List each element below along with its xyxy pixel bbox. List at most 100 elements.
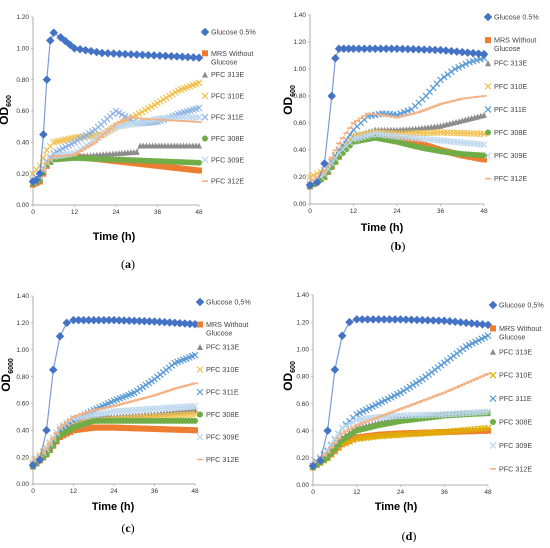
data-point xyxy=(385,431,391,438)
data-point xyxy=(407,430,414,437)
data-point xyxy=(439,316,449,326)
data-point xyxy=(163,426,170,433)
legend-item: PFC 312E xyxy=(490,464,532,473)
data-point xyxy=(126,425,133,432)
data-point xyxy=(173,426,180,433)
y-axis-label: OD600 xyxy=(281,361,297,391)
data-point xyxy=(463,48,473,57)
series-glucose-0-5- xyxy=(308,315,493,471)
legend-marker xyxy=(489,371,497,379)
data-point xyxy=(378,431,385,438)
data-point xyxy=(403,137,410,144)
series-pfc-312e xyxy=(310,372,491,466)
data-point xyxy=(409,139,416,146)
data-point xyxy=(182,426,189,433)
data-point xyxy=(45,36,55,45)
y-tick-label: 0.60 xyxy=(296,401,309,408)
data-point xyxy=(55,331,65,341)
legend-marker xyxy=(485,129,491,136)
series-pfc-309e xyxy=(306,130,488,188)
legend-marker xyxy=(490,419,496,425)
data-point xyxy=(103,48,113,58)
legend-item: PFC 311E xyxy=(196,388,239,397)
data-point xyxy=(421,142,428,149)
legend-item: Glucose 0.5% xyxy=(483,13,539,22)
data-point xyxy=(151,425,158,432)
data-point xyxy=(192,407,198,414)
data-point xyxy=(381,431,388,438)
y-tick-label: 0.20 xyxy=(16,454,29,461)
data-point xyxy=(400,137,407,144)
legend-item: PFC 311E xyxy=(484,105,527,114)
legend-label: PFC 310E xyxy=(211,91,244,100)
legend-label: PFC 309E xyxy=(499,441,532,450)
data-point xyxy=(331,154,339,162)
data-point xyxy=(192,417,198,424)
legend-label: PFC 310E xyxy=(499,371,532,380)
legend-marker xyxy=(488,300,498,310)
data-point xyxy=(132,425,139,432)
data-point xyxy=(48,365,58,375)
legend-label: MRS Without Glucose xyxy=(494,36,536,54)
data-point xyxy=(126,49,136,59)
data-point xyxy=(372,432,379,439)
data-point xyxy=(97,48,107,58)
data-point xyxy=(129,425,136,432)
y-tick-label: 1.20 xyxy=(293,39,306,46)
y-tick-label: 0.00 xyxy=(293,201,306,208)
legend-marker xyxy=(485,37,491,44)
legend-label: PFC 311E xyxy=(211,113,244,122)
data-point xyxy=(123,425,130,432)
legend-label: PFC 312E xyxy=(206,455,239,464)
data-point xyxy=(388,431,395,438)
chart-panel-b: 0.00 0.20 0.40 0.60 0.80 1.00 1.20 1.40 0 12 24 36 4… xyxy=(281,12,539,253)
data-point xyxy=(403,385,411,393)
legend-item: PFC 313E xyxy=(202,70,244,79)
legend-item: PFC 312E xyxy=(197,455,239,464)
data-point xyxy=(75,44,85,54)
data-point xyxy=(142,425,149,432)
data-point xyxy=(173,165,180,172)
data-point xyxy=(120,424,127,431)
y-tick-label: 1.40 xyxy=(16,293,29,300)
data-point xyxy=(484,408,492,416)
data-point xyxy=(195,113,203,121)
data-point xyxy=(189,166,196,173)
data-point xyxy=(120,49,130,59)
legend-item: PFC 311E xyxy=(489,394,532,403)
chart-panel-a: 0.00 0.20 0.40 0.60 0.80 1.00 1.20 0 12 24 36 48 OD6… xyxy=(0,14,256,271)
x-axis-label: Time (h) xyxy=(93,231,136,243)
x-tick-label: 12 xyxy=(70,488,78,495)
data-point xyxy=(397,389,404,397)
data-point xyxy=(447,68,455,76)
y-tick-label: 1.00 xyxy=(16,46,29,53)
series-pfc-312e xyxy=(307,95,487,184)
legend-marker xyxy=(202,135,208,142)
legend-label: PFC 311E xyxy=(206,388,239,397)
data-point xyxy=(461,428,468,435)
x-tick-label: 36 xyxy=(151,488,159,495)
data-point xyxy=(196,167,202,174)
y-tick-label: 0.00 xyxy=(16,481,29,488)
x-tick-label: 0 xyxy=(31,209,35,216)
data-point xyxy=(369,432,376,439)
data-point xyxy=(412,139,419,146)
series-pfc-312e xyxy=(30,116,202,183)
panel-label: (c) xyxy=(121,521,134,535)
legend-marker xyxy=(197,344,203,350)
data-point xyxy=(141,161,148,168)
data-point xyxy=(375,431,382,438)
legend-marker xyxy=(490,325,496,332)
x-tick-label: 48 xyxy=(484,489,492,496)
data-point xyxy=(461,318,471,328)
data-point xyxy=(400,430,407,437)
data-point xyxy=(133,148,140,155)
data-point xyxy=(452,47,462,56)
panel-label: (b) xyxy=(391,239,406,253)
data-point xyxy=(195,104,203,112)
data-point xyxy=(320,159,329,168)
data-point xyxy=(468,48,478,58)
legend-label: PFC 313E xyxy=(206,343,239,352)
data-point xyxy=(154,162,161,169)
legend-marker xyxy=(484,105,492,113)
